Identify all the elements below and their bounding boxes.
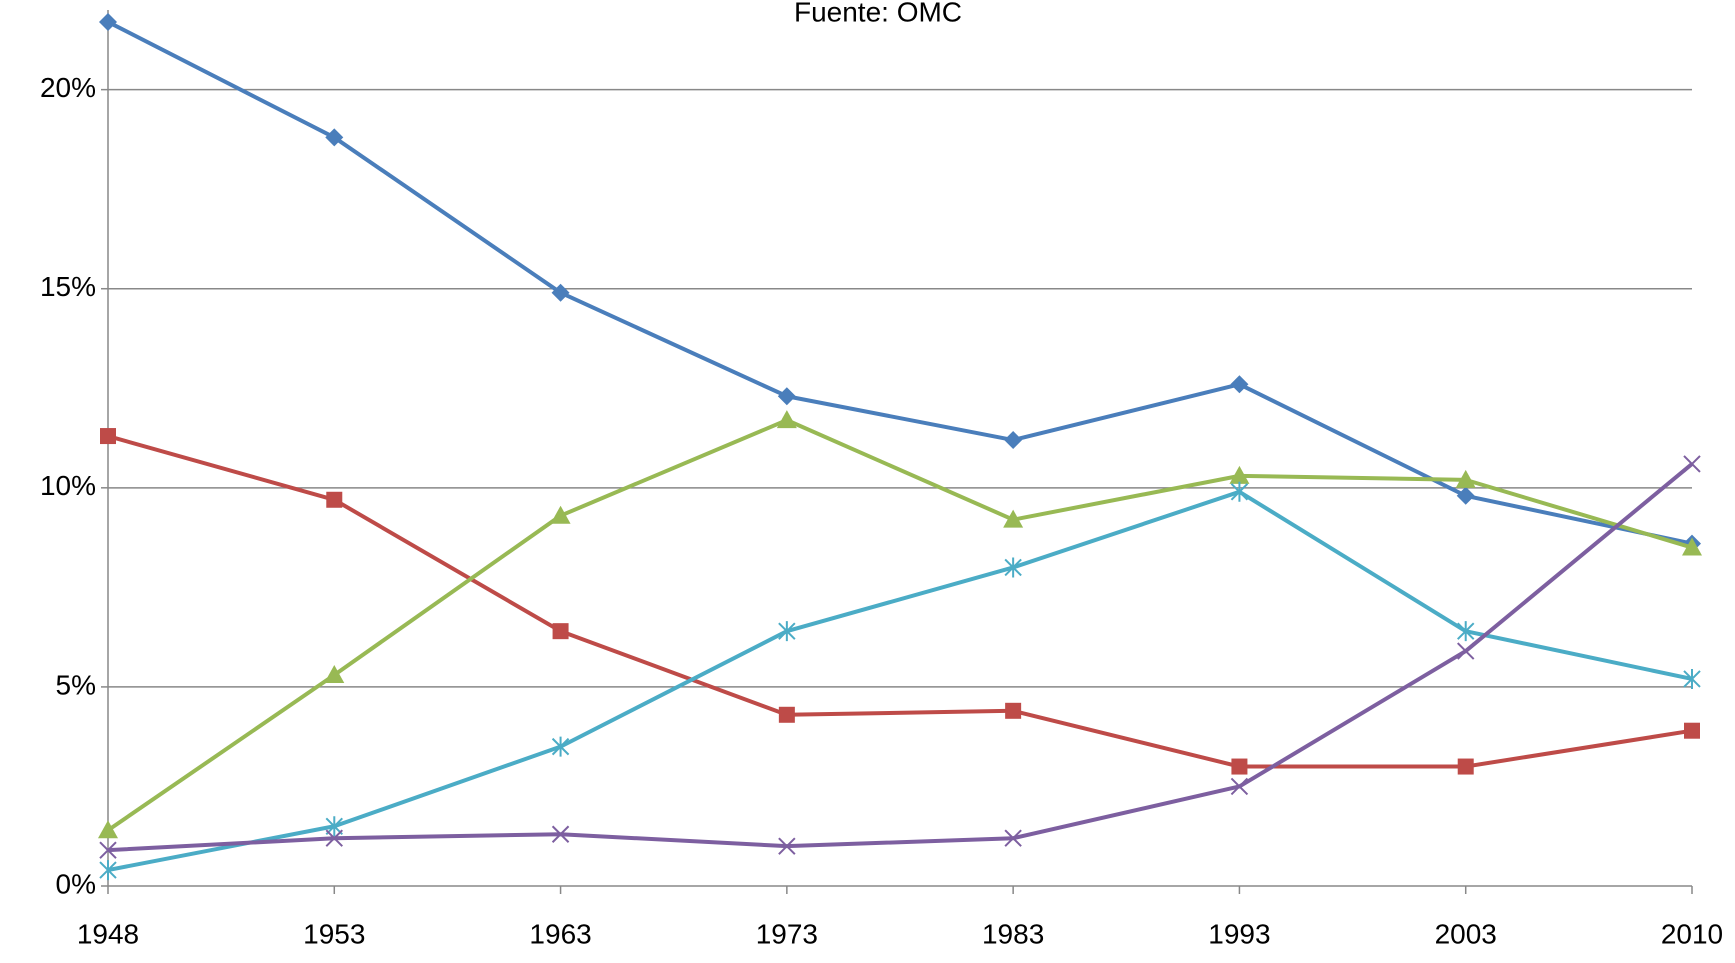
- marker: [1683, 668, 1701, 689]
- marker: [552, 623, 569, 640]
- marker: [1456, 486, 1475, 505]
- marker: [99, 841, 117, 859]
- marker: [99, 860, 117, 881]
- marker: [1230, 481, 1249, 502]
- marker: [776, 410, 797, 429]
- marker: [1229, 465, 1250, 484]
- marker: [1005, 702, 1022, 719]
- y-tick-label: 5%: [56, 669, 96, 700]
- x-tick-label: 1948: [77, 918, 139, 949]
- marker: [1004, 557, 1022, 578]
- series-line: [107, 462, 1694, 853]
- y-tick-label: 20%: [40, 72, 96, 103]
- marker: [99, 12, 117, 31]
- chart-title: Fuente: OMC: [794, 0, 962, 27]
- marker: [1003, 509, 1024, 528]
- marker: [1455, 469, 1476, 488]
- x-tick-label: 2010: [1661, 918, 1723, 949]
- marker: [777, 387, 796, 406]
- marker: [550, 505, 571, 524]
- marker: [1004, 431, 1023, 450]
- series-line: [107, 20, 1693, 546]
- x-tick-label: 1993: [1208, 918, 1270, 949]
- marker: [1230, 375, 1249, 394]
- series-line: [107, 434, 1693, 769]
- y-tick-label: 10%: [40, 470, 96, 501]
- x-tick-label: 1953: [303, 918, 365, 949]
- marker: [325, 829, 343, 847]
- y-tick-label: 0%: [56, 868, 96, 899]
- x-tick-label: 1973: [756, 918, 818, 949]
- marker: [778, 621, 796, 642]
- marker: [551, 736, 570, 757]
- marker: [778, 706, 795, 723]
- marker: [551, 825, 570, 843]
- marker: [778, 837, 796, 855]
- marker: [1684, 722, 1700, 739]
- marker: [1682, 537, 1702, 556]
- marker: [100, 428, 116, 445]
- marker: [1231, 758, 1248, 775]
- marker: [1457, 758, 1474, 775]
- series-line: [107, 489, 1693, 873]
- marker: [1683, 455, 1701, 473]
- marker: [325, 128, 344, 147]
- marker: [551, 283, 570, 302]
- x-tick-label: 1983: [982, 918, 1044, 949]
- marker: [326, 491, 343, 508]
- marker: [1004, 829, 1022, 847]
- marker: [1457, 642, 1475, 660]
- x-tick-label: 1963: [529, 918, 591, 949]
- x-tick-label: 2003: [1435, 918, 1497, 949]
- marker: [324, 664, 345, 683]
- series-line: [106, 418, 1693, 832]
- y-tick-label: 15%: [40, 271, 96, 302]
- marker: [1457, 621, 1475, 642]
- marker: [1230, 777, 1249, 796]
- marker: [98, 820, 118, 839]
